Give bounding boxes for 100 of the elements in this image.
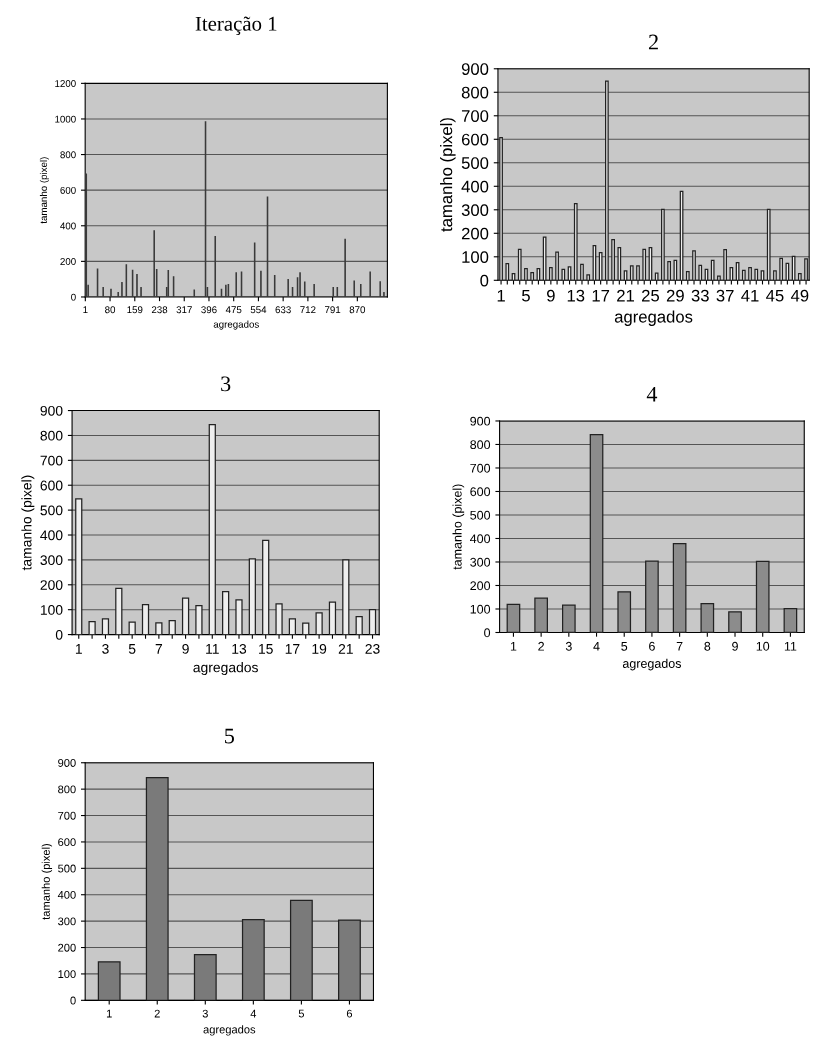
x-tick-label: 33 [691, 289, 709, 302]
x-tick-label: 9 [732, 641, 738, 651]
x-tick-label: 6 [346, 1009, 353, 1018]
y-tick-label: 500 [470, 510, 491, 520]
x-tick-label: 5 [128, 644, 136, 654]
bar [222, 590, 230, 635]
y-tick-label: 100 [462, 251, 489, 263]
x-tick-label: 15 [259, 644, 273, 654]
y-tick-label: 900 [461, 63, 489, 75]
y-tick-label: 600 [40, 480, 63, 491]
x-tick-label: 3 [565, 641, 572, 651]
bar [611, 239, 615, 281]
bar [499, 137, 503, 281]
bar [598, 251, 603, 281]
x-tick-label: 21 [617, 289, 635, 302]
bar [534, 597, 548, 633]
x-tick-label: 80 [105, 306, 116, 314]
bar [692, 250, 696, 281]
y-tick-label: 100 [470, 604, 491, 614]
bar [128, 621, 136, 635]
bar [368, 609, 377, 635]
bar [642, 248, 647, 281]
y-tick-label: 300 [461, 204, 489, 216]
x-tick-label: 159 [127, 306, 143, 314]
x-tick-label: 6 [649, 641, 655, 651]
bar [741, 269, 746, 281]
x-tick-label: 5 [521, 289, 530, 302]
x-axis-title: agregados [213, 320, 259, 330]
y-axis-title: tamanho (pixel) [41, 843, 53, 920]
bar [723, 249, 728, 281]
bar [289, 899, 313, 1001]
bar [542, 236, 547, 281]
bar [589, 433, 604, 633]
bar [766, 208, 771, 281]
y-tick-label: 800 [40, 430, 63, 441]
chart-title: 5 [225, 728, 235, 744]
y-tick-label: 0 [484, 628, 491, 638]
x-tick-label: 712 [300, 306, 316, 314]
x-tick-label: 21 [338, 643, 353, 654]
bar [338, 919, 361, 1001]
bar [524, 267, 528, 281]
bar [235, 599, 243, 635]
x-tick-label: 1 [83, 306, 88, 314]
y-tick-label: 200 [40, 580, 63, 590]
y-tick-label: 400 [60, 222, 76, 230]
x-tick-label: 17 [285, 644, 300, 654]
x-tick-label: 396 [201, 306, 217, 314]
bar [755, 560, 770, 633]
bar [328, 601, 337, 635]
x-tick-label: 17 [592, 289, 610, 302]
bar [97, 961, 121, 1001]
y-tick-label: 600 [58, 838, 76, 847]
bar [355, 616, 363, 635]
bar [195, 605, 203, 635]
bar [555, 251, 559, 281]
bar [573, 203, 578, 281]
x-tick-label: 49 [790, 289, 809, 302]
bar [728, 611, 742, 633]
y-axis-title: tamanho (pixel) [21, 475, 35, 571]
y-tick-label: 300 [58, 917, 76, 926]
y-tick-label: 300 [40, 555, 63, 566]
bar [672, 543, 687, 633]
chart-title: Iteração 1 [195, 16, 277, 36]
bar [667, 261, 671, 281]
x-axis-title: agregados [193, 662, 258, 676]
y-tick-label: 900 [40, 405, 63, 416]
x-axis-title: agregados [203, 1025, 256, 1036]
y-tick-label: 200 [58, 943, 76, 952]
chart-title: 3 [221, 376, 231, 392]
chart-title: 2 [648, 34, 658, 50]
bar [700, 602, 715, 633]
bar [779, 257, 784, 281]
x-axis-title: agregados [614, 310, 693, 326]
bar [654, 272, 659, 281]
y-tick-label: 500 [40, 505, 63, 516]
x-tick-label: 554 [250, 306, 267, 314]
x-tick-label: 11 [206, 644, 219, 654]
x-axis-title: agregados [622, 658, 682, 671]
bar [661, 208, 665, 281]
x-tick-label: 9 [547, 289, 555, 302]
bar [208, 424, 216, 635]
y-axis-title: tamanho (pixel) [440, 118, 456, 232]
bar [115, 587, 123, 635]
y-tick-label: 100 [58, 970, 76, 979]
y-tick-label: 700 [40, 455, 63, 466]
x-tick-label: 11 [784, 641, 797, 651]
bar [580, 263, 584, 281]
y-axis-title: tamanho (pixel) [452, 484, 465, 570]
x-tick-label: 19 [312, 643, 327, 654]
y-tick-label: 700 [58, 811, 76, 820]
bar [605, 80, 609, 281]
y-tick-label: 600 [461, 133, 489, 146]
bar [248, 558, 256, 635]
bar [617, 247, 622, 281]
y-tick-label: 500 [461, 157, 489, 169]
bar [302, 622, 310, 635]
chart-title: 4 [646, 386, 658, 402]
bar [685, 270, 690, 281]
x-tick-label: 4 [250, 1009, 257, 1018]
bar [804, 258, 808, 281]
